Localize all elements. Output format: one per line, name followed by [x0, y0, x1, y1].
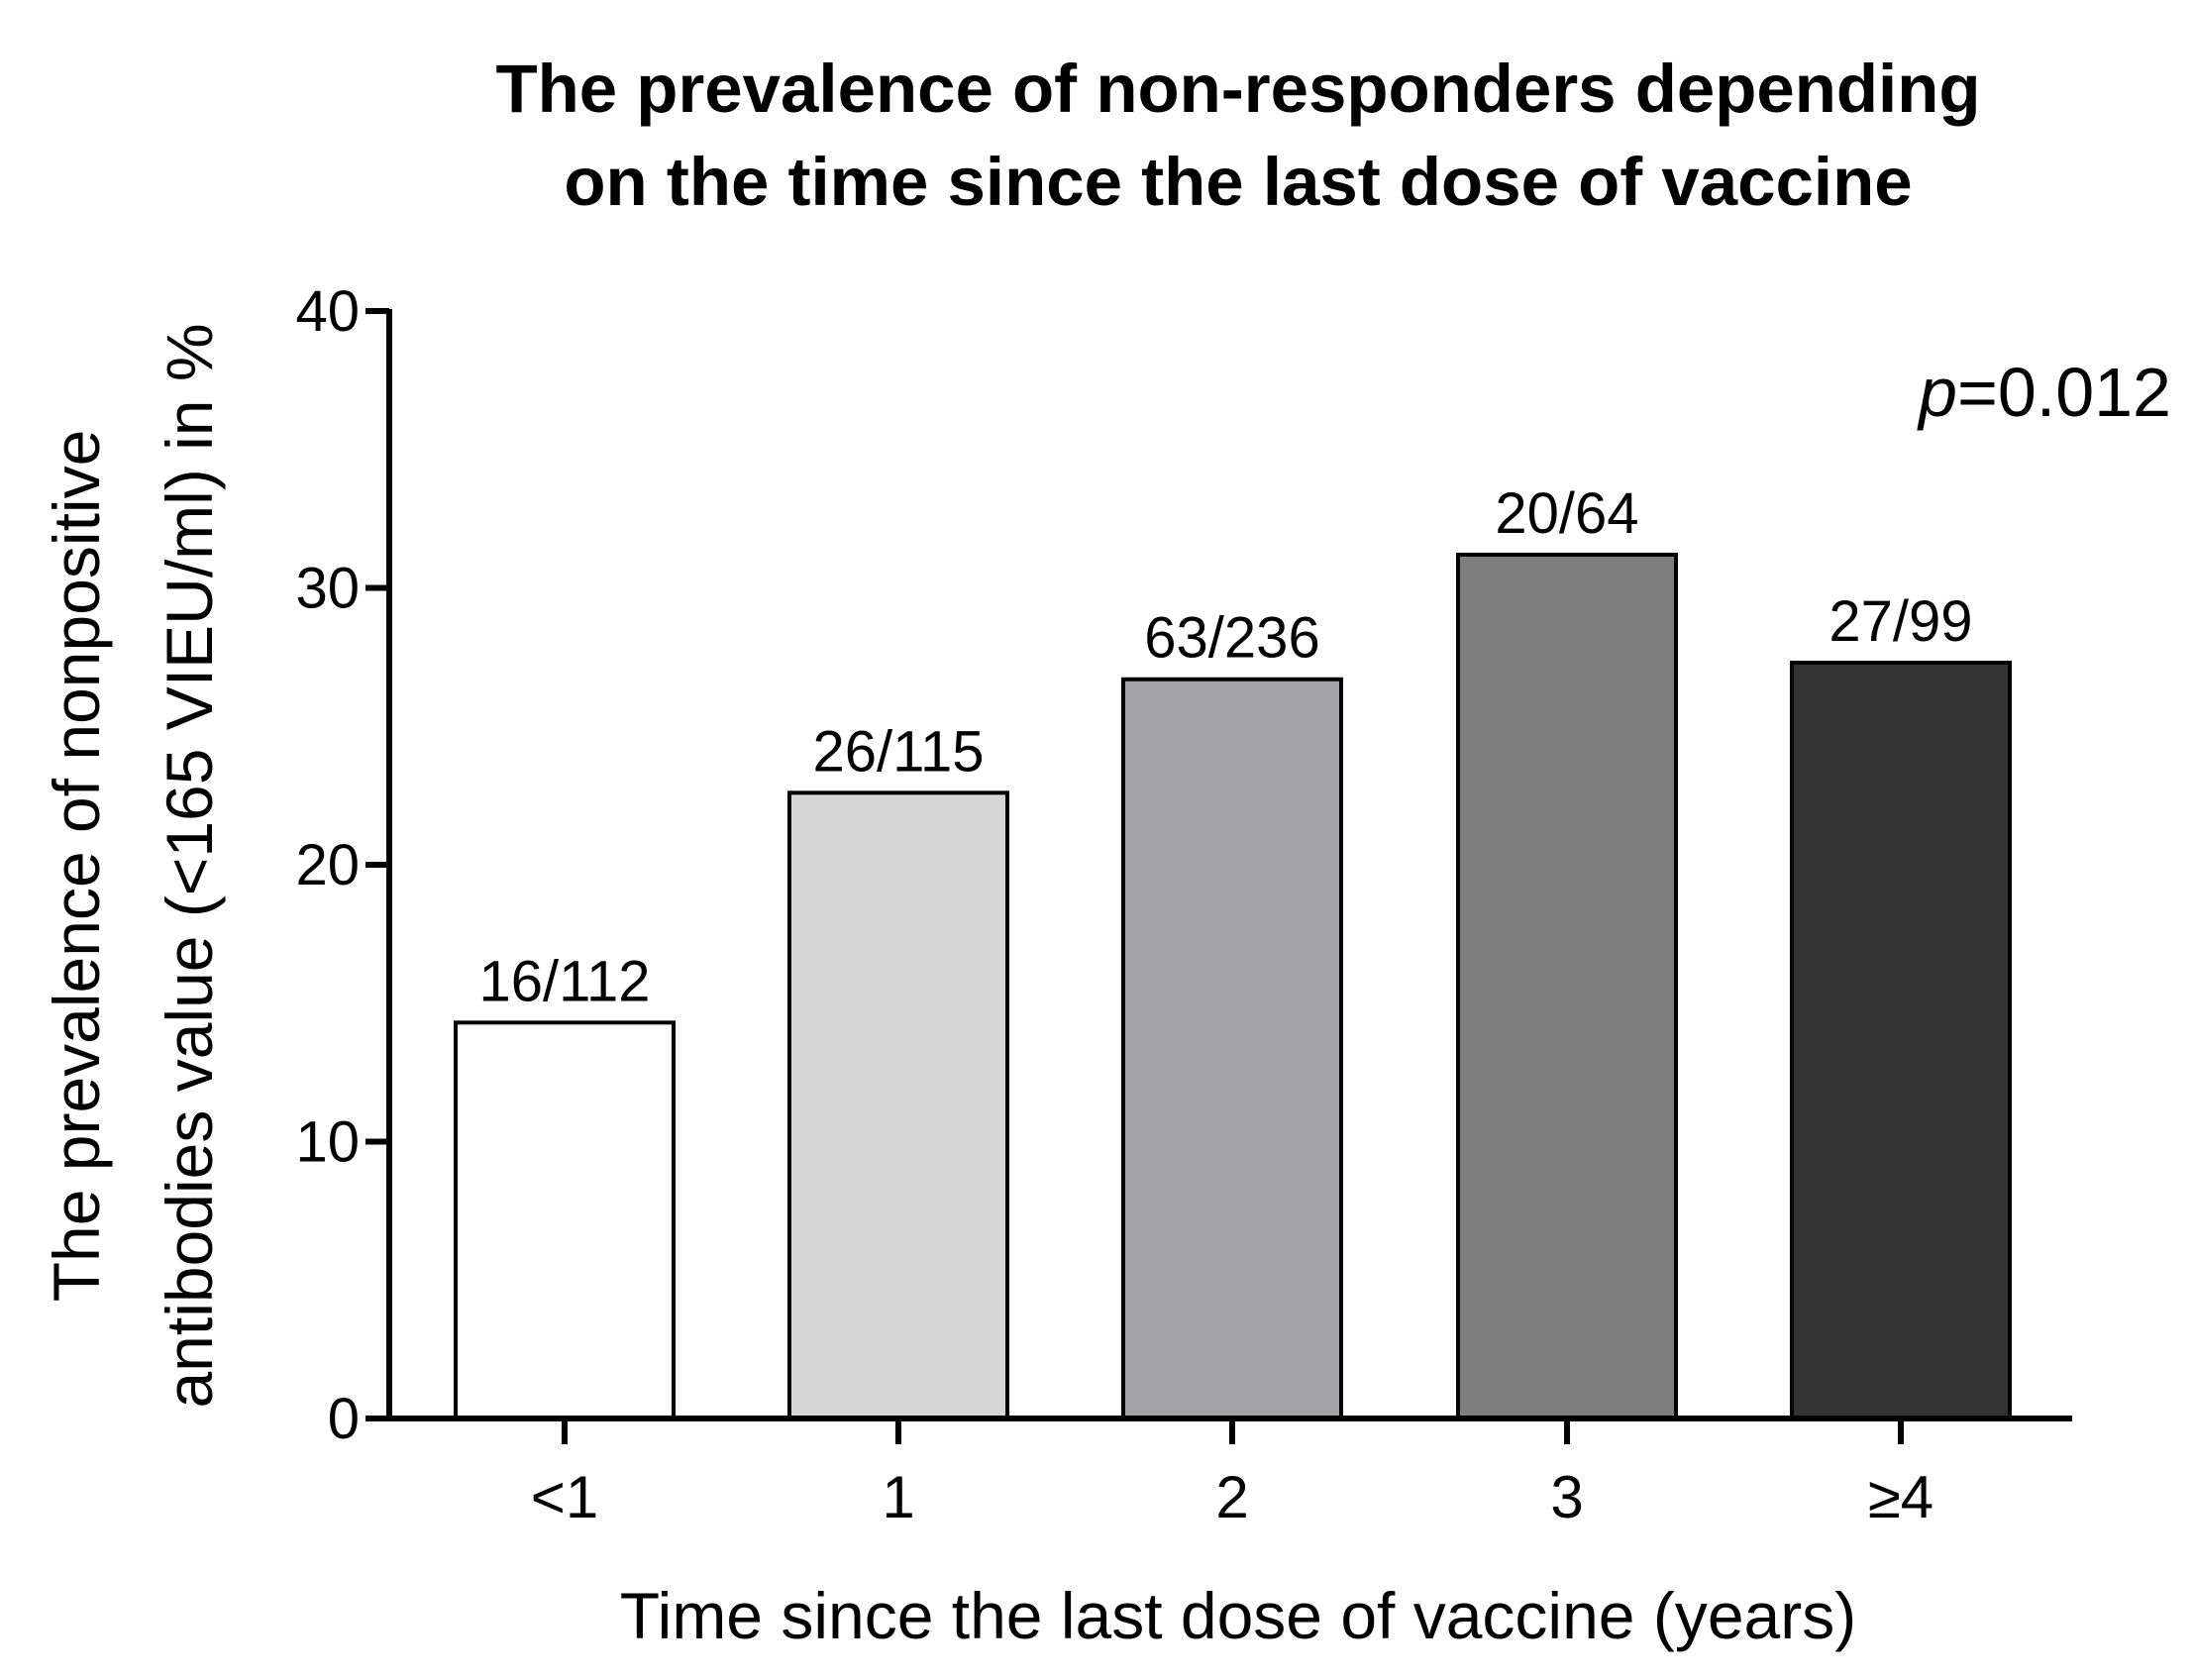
data-label-3: 20/64: [1495, 481, 1638, 546]
x-tick-label-1: 1: [882, 1464, 914, 1530]
data-label-4: 27/99: [1828, 589, 1972, 654]
bars-group: [454, 552, 2012, 1420]
data-label-1: 26/115: [812, 719, 984, 784]
y-tick-label-1: 10: [295, 1110, 360, 1175]
chart-title-line-2: on the time since the last dose of vacci…: [564, 144, 1912, 220]
y-tick-label-0: 0: [328, 1387, 360, 1451]
data-label-2: 63/236: [1144, 606, 1319, 671]
x-axis-title: Time since the last dose of vaccine (yea…: [620, 1579, 1856, 1652]
data-label-0: 16/112: [478, 949, 650, 1013]
bar-2: [1121, 677, 1343, 1420]
p-value-annotation: p=0.012: [1917, 354, 2171, 431]
bar-1: [787, 790, 1009, 1420]
x-tick-label-4: ≥4: [1868, 1464, 1933, 1530]
bar-3: [1456, 552, 1678, 1420]
y-tick-label-2: 20: [295, 833, 360, 897]
bar-4: [1790, 660, 2012, 1420]
bar-0: [454, 1020, 676, 1420]
y-axis: 0 10 20 30 40: [295, 279, 392, 1451]
data-labels-group: 16/112 26/115 63/236 20/64 27/99: [478, 481, 1972, 1013]
y-axis-title-line-2: antibodies value (<165 VIEU/ml) in %: [153, 323, 226, 1408]
x-tick-label-3: 3: [1550, 1464, 1583, 1530]
chart-title-line-1: The prevalence of non-responders dependi…: [495, 51, 1980, 127]
x-axis: <1 1 2 3 ≥4: [386, 1416, 2072, 1530]
x-tick-label-2: 2: [1215, 1464, 1248, 1530]
p-value-symbol: p: [1917, 354, 1957, 431]
p-value-text: =0.012: [1957, 354, 2171, 431]
x-tick-label-0: <1: [531, 1464, 598, 1530]
y-axis-title: The prevalence of nonpositive antibodies…: [40, 323, 226, 1408]
y-axis-title-line-1: The prevalence of nonpositive: [40, 430, 113, 1303]
y-tick-label-4: 40: [295, 279, 360, 344]
y-tick-label-3: 30: [295, 557, 360, 621]
